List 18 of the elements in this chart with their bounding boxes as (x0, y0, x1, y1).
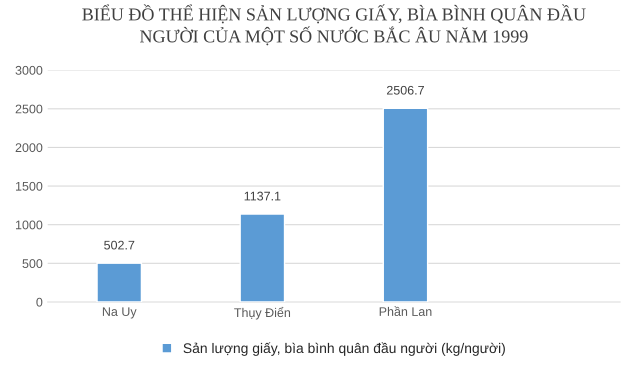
y-tick-label: 2500 (16, 104, 42, 114)
data-label: 1137.1 (244, 192, 280, 201)
y-tick-label: 2000 (16, 143, 42, 152)
y-tick-label: 0 (36, 298, 42, 307)
x-tick-label: Thụy Điển (234, 306, 290, 320)
y-tick-label: 500 (22, 259, 42, 268)
y-tick-label: 1000 (16, 220, 42, 230)
x-tick-label: Phần Lan (380, 306, 432, 316)
bar (96, 262, 142, 302)
chart-title: BIỂU ĐỒ THỂ HIỆN SẢN LƯỢNG GIẤY, BÌA BÌNH QUÂN ĐẦU NGƯỜI CỦA MỘT SỐ NƯỚC BẮC ÂU NĂM 1999 (82, 4, 586, 46)
data-label: 502.7 (104, 240, 134, 250)
y-tick-label: 3000 (16, 66, 42, 75)
y-tick-label: 1500 (16, 182, 42, 191)
legend-label: Sản lượng giấy, bìa bình quân đầu người (kg/người) (184, 342, 505, 356)
bar (239, 213, 286, 302)
data-label: 2506.7 (386, 86, 424, 95)
bar (382, 108, 428, 302)
x-tick-label: Na Uy (102, 307, 137, 319)
